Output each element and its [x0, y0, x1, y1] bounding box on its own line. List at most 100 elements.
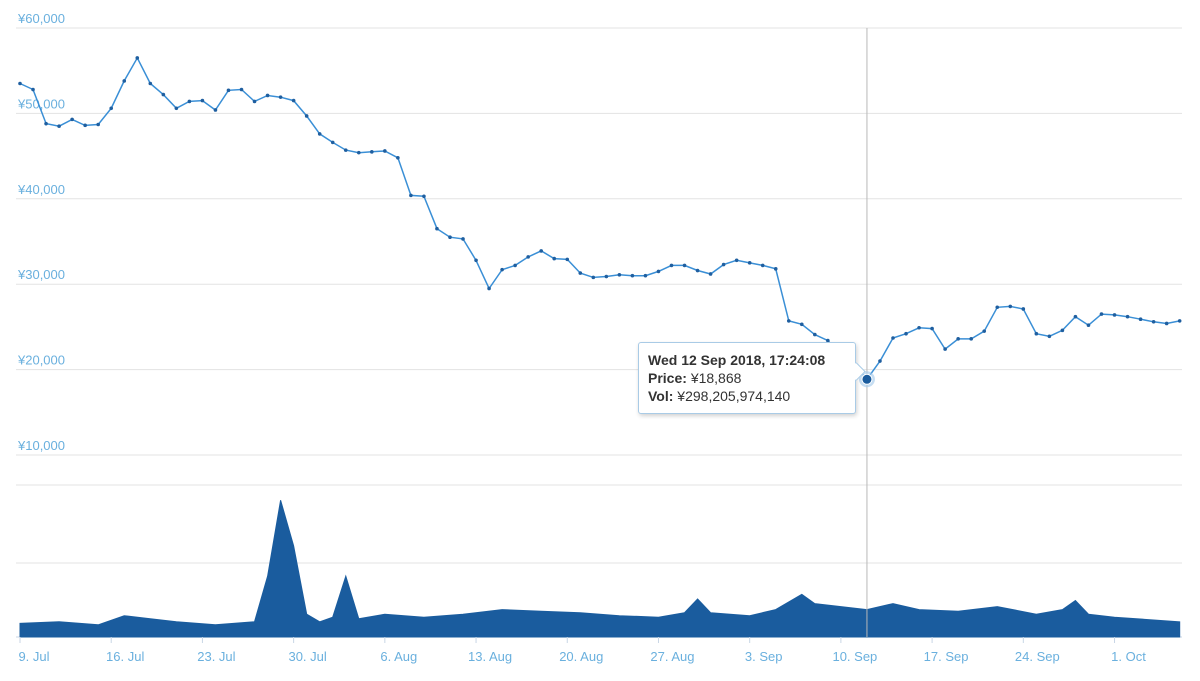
price-point [1138, 317, 1143, 322]
y-tick-label: ¥20,000 [17, 353, 65, 368]
price-gridlines [16, 27, 1182, 456]
price-point [1112, 313, 1117, 317]
y-tick-label: ¥40,000 [17, 182, 65, 197]
price-point [656, 269, 661, 274]
price-point [135, 56, 140, 60]
price-point [956, 337, 960, 341]
price-point [526, 255, 530, 259]
hover-marker [861, 373, 873, 385]
price-point [265, 93, 270, 98]
price-point [1177, 319, 1182, 323]
volume-area-shape [19, 500, 1181, 638]
tooltip-price-label: Price: [648, 370, 687, 386]
price-point [1008, 304, 1013, 309]
price-point [643, 273, 648, 278]
price-point [800, 322, 804, 327]
y-tick-label: ¥10,000 [17, 438, 65, 453]
price-point [396, 156, 400, 160]
price-point [773, 267, 778, 271]
x-tick-label: 20. Aug [559, 649, 603, 664]
x-tick-label: 10. Sep [832, 649, 877, 664]
price-point [1060, 328, 1065, 333]
price-point [317, 132, 322, 136]
price-point [330, 140, 335, 145]
price-point [1151, 319, 1156, 324]
x-tick-label: 16. Jul [106, 649, 144, 664]
price-point [995, 305, 1000, 310]
price-point [708, 272, 713, 276]
tooltip-title: Wed 12 Sep 2018, 17:24:08 [648, 352, 826, 368]
price-point [18, 81, 22, 86]
price-point [760, 263, 765, 268]
price-point [383, 149, 387, 153]
price-point [239, 87, 244, 92]
price-point [565, 257, 570, 262]
price-point [474, 258, 478, 263]
price-point [630, 273, 635, 278]
y-tick-label: ¥30,000 [17, 267, 65, 282]
price-point [891, 336, 895, 340]
price-point [409, 193, 413, 198]
price-point [70, 117, 74, 122]
price-line [19, 56, 1180, 381]
price-point [122, 79, 127, 83]
x-tick-label: 23. Jul [197, 649, 235, 664]
price-point [291, 98, 296, 103]
price-point [682, 263, 687, 268]
price-point [604, 274, 609, 279]
price-point [669, 263, 674, 268]
price-point [813, 332, 817, 337]
x-axis: 9. Jul 16. Jul 23. Jul 30. Jul 6. Aug 13. Aug… [18, 637, 1146, 664]
price-point [96, 122, 100, 127]
price-point [826, 338, 830, 343]
price-point [252, 99, 257, 104]
price-point [435, 226, 439, 231]
price-point [148, 81, 153, 86]
price-point [31, 87, 35, 92]
price-point [1099, 312, 1104, 316]
x-tick-label: 13. Aug [468, 649, 512, 664]
price-point [370, 150, 374, 154]
price-point [343, 148, 348, 152]
price-point [44, 121, 48, 126]
price-point [1021, 307, 1026, 311]
price-point [448, 235, 452, 240]
tooltip-vol-value: ¥298,205,974,140 [677, 388, 791, 404]
price-point [734, 258, 739, 263]
price-point [226, 88, 231, 93]
price-point [513, 263, 517, 268]
hover-tooltip: Wed 12 Sep 2018, 17:24:08 Price: ¥18,868… [638, 342, 866, 414]
price-series[interactable] [18, 56, 1182, 382]
x-tick-label: 17. Sep [924, 649, 969, 664]
price-point [943, 347, 947, 351]
x-tick-label: 6. Aug [380, 649, 417, 664]
price-point [304, 114, 309, 118]
volume-area [19, 500, 1181, 638]
price-point [461, 237, 465, 241]
price-point [57, 124, 61, 129]
price-point [161, 92, 166, 97]
price-point [552, 256, 557, 261]
price-point [539, 249, 543, 253]
price-point [904, 331, 908, 336]
price-point [591, 275, 596, 280]
price-point [200, 98, 205, 103]
price-point [917, 325, 921, 330]
price-point [1047, 334, 1052, 339]
price-point [969, 337, 973, 341]
y-tick-label: ¥50,000 [17, 96, 65, 111]
x-tick-label: 27. Aug [650, 649, 694, 664]
price-point [930, 326, 934, 331]
price-y-axis: ¥60,000 ¥50,000 ¥40,000 ¥30,000 ¥20,000 ¥10,0… [17, 11, 65, 453]
price-point [1073, 314, 1078, 319]
tooltip-price-value: ¥18,868 [690, 370, 742, 386]
price-point [982, 329, 987, 333]
price-point [1034, 331, 1039, 336]
price-point [695, 268, 700, 273]
price-point [187, 99, 192, 104]
price-point [487, 286, 491, 291]
x-tick-label: 9. Jul [18, 649, 49, 664]
price-point [1164, 321, 1169, 326]
price-point [1086, 323, 1091, 327]
price-point [578, 271, 583, 275]
